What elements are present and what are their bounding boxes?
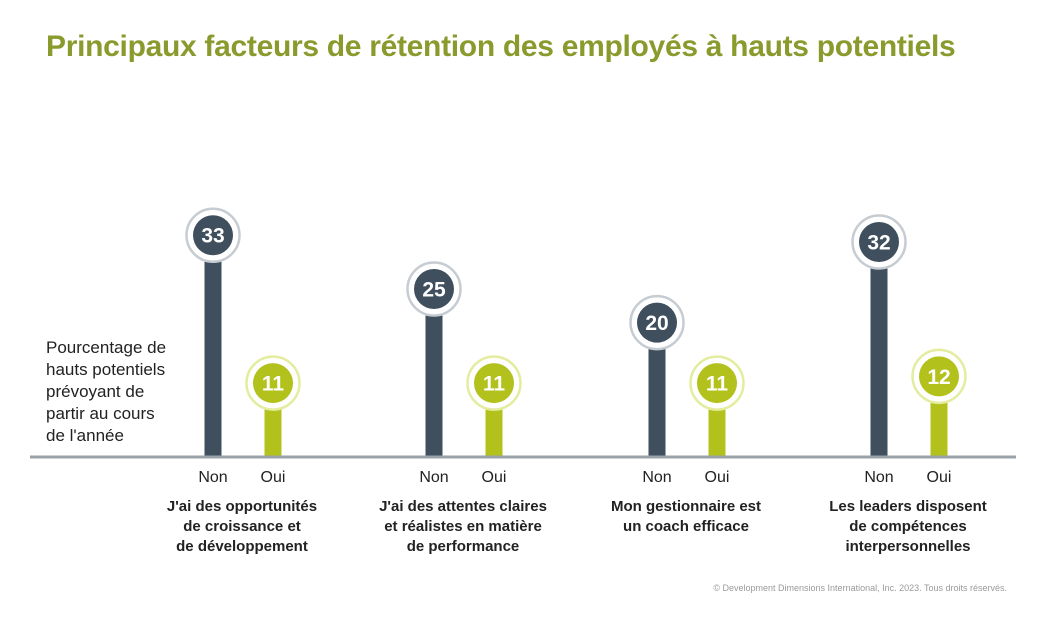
data-label: 32: [867, 231, 890, 254]
value-circle: [859, 221, 899, 262]
data-label: 11: [262, 373, 285, 396]
data-label: 11: [706, 373, 729, 396]
value-circle: [414, 269, 454, 309]
series-tick-label: Oui: [705, 469, 730, 486]
series-tick-label: Non: [642, 469, 671, 486]
bar-stem: [648, 322, 666, 457]
series-tick-label: Non: [419, 469, 448, 486]
category-label: Les leaders disposent de compétences int…: [829, 498, 987, 555]
value-circle: [193, 215, 233, 256]
category-label: J'ai des attentes claires et réalistes e…: [379, 498, 547, 555]
copyright-notice: © Development Dimensions International, …: [713, 583, 1007, 593]
bar-stem: [425, 289, 443, 457]
chart-title: Principaux facteurs de rétention des emp…: [46, 30, 956, 63]
series-tick-label: Oui: [927, 469, 952, 486]
bar-stem: [204, 235, 222, 457]
data-label: 11: [483, 373, 506, 396]
data-label: 20: [645, 312, 668, 335]
series-tick-label: Non: [198, 469, 227, 486]
series-tick-label: Oui: [482, 469, 507, 486]
baseline: [30, 455, 1016, 459]
value-circle: [637, 302, 677, 343]
value-circle: [474, 363, 514, 404]
data-label: 12: [927, 366, 950, 389]
category-label: J'ai des opportunités de croissance et d…: [166, 498, 318, 555]
data-label: 33: [201, 225, 224, 248]
value-circle: [253, 363, 293, 404]
data-label: 25: [422, 279, 446, 302]
series-tick-label: Oui: [261, 469, 286, 486]
value-circle: [697, 363, 737, 404]
y-axis-label: Pourcentage de hauts potentiels prévoyan…: [46, 338, 167, 445]
series-tick-label: Non: [864, 469, 893, 486]
bar-stem: [870, 241, 888, 457]
value-circle: [919, 356, 959, 397]
category-label: Mon gestionnaire est un coach efficace: [610, 498, 762, 535]
